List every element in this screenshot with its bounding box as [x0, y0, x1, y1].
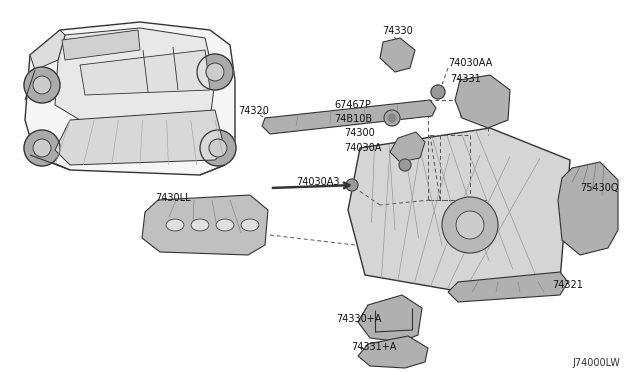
Text: 75430Q: 75430Q — [580, 183, 618, 193]
Text: 74330: 74330 — [382, 26, 413, 36]
Text: 74030A: 74030A — [344, 143, 381, 153]
Circle shape — [200, 130, 236, 166]
Polygon shape — [358, 295, 422, 342]
Polygon shape — [558, 162, 618, 255]
Ellipse shape — [166, 219, 184, 231]
Text: 74B10B: 74B10B — [334, 114, 372, 124]
Polygon shape — [448, 272, 568, 302]
Polygon shape — [358, 336, 428, 368]
Circle shape — [431, 85, 445, 99]
Circle shape — [346, 179, 358, 191]
Circle shape — [384, 110, 400, 126]
Circle shape — [24, 67, 60, 103]
Ellipse shape — [191, 219, 209, 231]
Circle shape — [456, 211, 484, 239]
Text: 74330+A: 74330+A — [336, 314, 381, 324]
Text: 74331: 74331 — [450, 74, 481, 84]
Circle shape — [209, 139, 227, 157]
Text: 74030AA: 74030AA — [448, 58, 492, 68]
Circle shape — [388, 114, 396, 122]
Polygon shape — [348, 128, 570, 295]
Text: 67467P: 67467P — [334, 100, 371, 110]
Circle shape — [399, 159, 411, 171]
Circle shape — [206, 63, 224, 81]
Text: 7430LL: 7430LL — [155, 193, 191, 203]
Text: J74000LW: J74000LW — [572, 358, 620, 368]
Polygon shape — [80, 50, 210, 95]
Circle shape — [197, 54, 233, 90]
Polygon shape — [55, 110, 225, 165]
Polygon shape — [390, 132, 425, 162]
Ellipse shape — [241, 219, 259, 231]
Polygon shape — [455, 75, 510, 128]
Text: 74321: 74321 — [552, 280, 583, 290]
Polygon shape — [30, 30, 65, 70]
Polygon shape — [55, 28, 215, 120]
Text: 74030A3: 74030A3 — [296, 177, 339, 187]
Circle shape — [33, 76, 51, 94]
Polygon shape — [62, 30, 140, 60]
Ellipse shape — [216, 219, 234, 231]
Polygon shape — [25, 22, 235, 175]
Circle shape — [442, 197, 498, 253]
Polygon shape — [142, 195, 268, 255]
Polygon shape — [262, 100, 436, 134]
Circle shape — [24, 130, 60, 166]
Polygon shape — [380, 38, 415, 72]
Text: 74331+A: 74331+A — [351, 342, 396, 352]
Circle shape — [33, 139, 51, 157]
Text: 74300: 74300 — [344, 128, 375, 138]
Text: 74320: 74320 — [238, 106, 269, 116]
